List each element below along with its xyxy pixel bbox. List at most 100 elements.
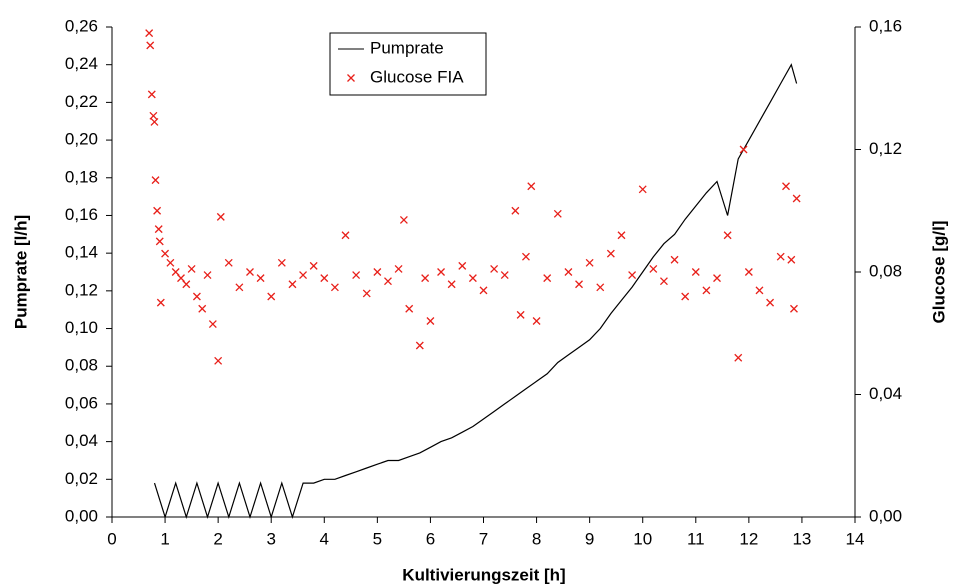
legend: Pumprate Glucose FIA bbox=[329, 32, 487, 96]
glucose-point bbox=[792, 194, 801, 203]
y-tick-label: 0,18 bbox=[65, 167, 98, 186]
glucose-point bbox=[224, 258, 233, 267]
glucose-point bbox=[153, 206, 162, 215]
x-tick-label: 2 bbox=[213, 529, 222, 548]
glucose-point bbox=[617, 231, 626, 240]
y2-tick-label: 0,04 bbox=[869, 384, 902, 403]
glucose-point bbox=[421, 274, 430, 283]
glucose-point bbox=[713, 274, 721, 283]
y-axis-title: Pumprate [l/h] bbox=[11, 215, 30, 329]
glucose-point bbox=[161, 249, 170, 258]
glucose-point bbox=[146, 41, 155, 50]
glucose-point bbox=[659, 277, 668, 286]
glucose-point bbox=[691, 268, 700, 276]
glucose-point bbox=[405, 304, 414, 313]
x-tick-label: 14 bbox=[846, 529, 865, 548]
glucose-point bbox=[734, 353, 743, 362]
x-tick-label: 12 bbox=[739, 529, 758, 548]
y-tick-label: 0,16 bbox=[65, 205, 98, 224]
y-tick-label: 0,08 bbox=[65, 356, 98, 375]
glucose-point bbox=[426, 317, 435, 325]
glucose-point bbox=[479, 286, 488, 295]
glucose-point bbox=[150, 117, 159, 126]
glucose-point bbox=[187, 264, 196, 273]
y-tick-label: 0,06 bbox=[65, 393, 98, 412]
glucose-point bbox=[458, 261, 467, 270]
glucose-point bbox=[702, 286, 711, 295]
glucose-point bbox=[415, 341, 424, 350]
y2-tick-label: 0,12 bbox=[869, 139, 902, 158]
glucose-point bbox=[192, 292, 201, 301]
glucose-point bbox=[154, 225, 163, 234]
glucose-point bbox=[341, 231, 350, 240]
glucose-point bbox=[277, 258, 286, 267]
glucose-point bbox=[155, 237, 164, 246]
glucose-point bbox=[596, 283, 605, 292]
glucose-point bbox=[373, 268, 382, 276]
glucose-point bbox=[320, 274, 329, 283]
glucose-point bbox=[543, 274, 552, 283]
glucose-point bbox=[182, 280, 191, 289]
x-tick-label: 10 bbox=[633, 529, 652, 548]
y-tick-label: 0,24 bbox=[65, 54, 98, 73]
glucose-point bbox=[362, 289, 371, 298]
glucose-point bbox=[299, 271, 308, 280]
y2-axis-title: Glucose [g/l] bbox=[929, 221, 948, 324]
glucose-point bbox=[766, 298, 775, 307]
glucose-point bbox=[156, 298, 165, 307]
glucose-point bbox=[744, 268, 753, 276]
glucose-point bbox=[776, 252, 785, 261]
glucose-point bbox=[246, 268, 254, 276]
glucose-point bbox=[151, 176, 160, 185]
glucose-point bbox=[267, 292, 276, 301]
y-tick-label: 0,12 bbox=[65, 280, 98, 299]
glucose-point bbox=[149, 111, 158, 120]
glucose-point bbox=[681, 292, 690, 301]
glucose-point bbox=[606, 249, 615, 258]
glucose-point bbox=[437, 268, 446, 276]
glucose-point bbox=[553, 209, 562, 218]
x-tick-label: 1 bbox=[160, 529, 169, 548]
x-tick-label: 6 bbox=[426, 529, 435, 548]
glucose-point bbox=[564, 268, 573, 276]
glucose-point bbox=[532, 317, 541, 325]
glucose-point bbox=[330, 283, 339, 292]
x-tick-label: 5 bbox=[373, 529, 382, 548]
glucose-point bbox=[198, 304, 207, 313]
glucose-point bbox=[384, 277, 392, 286]
glucose-point bbox=[521, 252, 530, 261]
glucose-point bbox=[288, 280, 297, 289]
y-tick-label: 0,02 bbox=[65, 469, 98, 488]
y2-tick-label: 0,16 bbox=[869, 16, 902, 35]
glucose-point bbox=[638, 185, 647, 194]
y2-tick-label: 0,08 bbox=[869, 261, 902, 280]
glucose-point bbox=[399, 215, 408, 224]
legend-label: Glucose FIA bbox=[370, 67, 464, 86]
glucose-point bbox=[309, 261, 318, 270]
glucose-point bbox=[447, 280, 456, 289]
glucose-point bbox=[256, 274, 265, 283]
glucose-point bbox=[755, 286, 764, 295]
x-tick-label: 7 bbox=[479, 529, 488, 548]
glucose-point bbox=[208, 320, 217, 329]
glucose-point bbox=[739, 145, 748, 154]
glucose-point bbox=[670, 255, 679, 264]
glucose-point bbox=[511, 206, 520, 215]
glucose-point bbox=[216, 212, 225, 221]
glucose-point bbox=[394, 264, 403, 273]
glucose-point bbox=[490, 264, 499, 273]
glucose-point bbox=[203, 271, 212, 280]
glucose-point bbox=[787, 255, 796, 264]
glucose-point bbox=[147, 90, 156, 99]
x-tick-label: 4 bbox=[320, 529, 329, 548]
glucose-point bbox=[214, 356, 223, 365]
glucose-point bbox=[500, 271, 509, 280]
y-tick-label: 0,14 bbox=[65, 243, 98, 262]
legend-marker bbox=[347, 74, 355, 82]
y-tick-label: 0,22 bbox=[65, 92, 98, 111]
x-tick-label: 8 bbox=[532, 529, 541, 548]
glucose-point bbox=[649, 264, 658, 273]
glucose-point bbox=[352, 271, 361, 280]
